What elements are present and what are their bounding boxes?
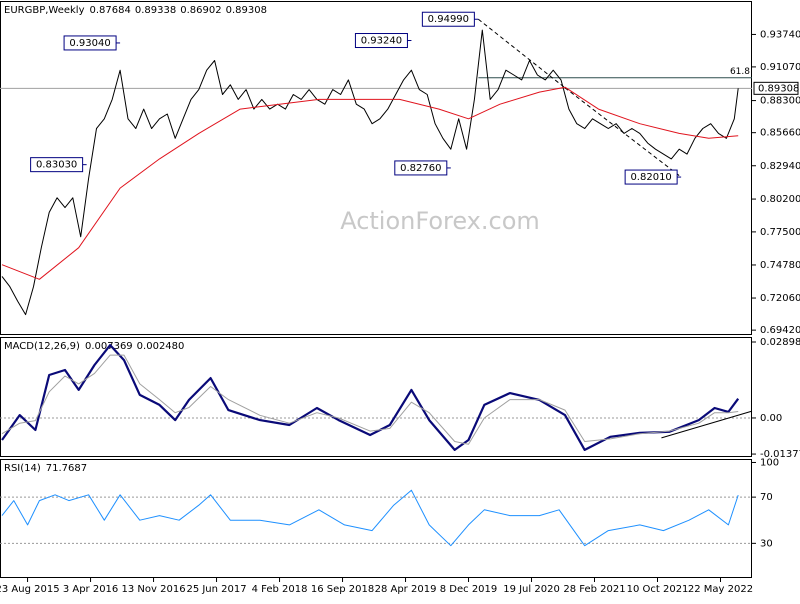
y-tick-label: 70 [760,492,773,503]
panel-title: MACD(12,26,9) [4,341,80,352]
x-tick-label: 16 Sep 2018 [311,584,374,595]
x-tick-label: 8 Dec 2019 [440,584,498,595]
x-tick-label: 4 Feb 2018 [252,584,308,595]
y-tick-label: 0.00 [760,413,782,424]
last-price-box [753,81,799,95]
series-line [1,86,739,280]
annotation-label: 0.83030 [36,160,77,171]
panel-frame [0,1,752,335]
y-tick-label: 0.74780 [760,260,800,271]
y-tick-label: -0.013779 [760,449,800,460]
x-tick-label: 10 Oct 2021 [627,584,689,595]
series-line [1,354,739,445]
series-line [1,489,739,547]
panel-frame [0,459,752,578]
last-price-label: 0.89308 [758,83,799,94]
fib-label: 61.8 [730,67,750,77]
panel-frame [0,337,752,457]
annotation-label: 0.93040 [69,38,110,49]
x-tick-label: 28 Feb 2021 [563,584,625,595]
x-tick-label: 19 Jul 2020 [503,584,560,595]
x-tick-label: 13 Nov 2016 [122,584,186,595]
y-tick-label: 30 [760,538,773,549]
x-tick-label: 22 May 2022 [688,584,753,595]
annotation-label: 0.82010 [630,172,671,183]
x-tick-label: 3 Apr 2016 [63,584,118,595]
y-tick-label: 0.93740 [760,29,800,40]
y-tick-label: 0.91070 [760,62,800,73]
header-value: 0.86902 [180,5,221,16]
panel-title: RSI(14) [4,463,41,474]
watermark: ActionForex.com [340,207,540,235]
y-tick-label: 0.85660 [760,128,800,139]
y-tick-label: 0.88300 [760,96,800,107]
x-tick-label: 28 Apr 2019 [375,584,437,595]
x-tick-label: 25 Jun 2017 [186,584,246,595]
header-value: 0.87684 [90,5,131,16]
panel-title: EURGBP,Weekly [4,5,85,16]
y-tick-label: 0.82940 [760,161,800,172]
y-tick-label: 100 [760,457,779,468]
trendline [661,410,753,439]
annotation-label: 0.94990 [428,14,469,25]
header-value: 71.7687 [46,463,87,474]
y-tick-label: 0.72060 [760,293,800,304]
header-value: 0.89308 [226,5,267,16]
y-tick-label: 0.69420 [760,325,800,336]
series-line [1,29,739,316]
x-tick-label: 23 Aug 2015 [0,584,60,595]
annotation-label: 0.82760 [400,163,441,174]
header-value: 0.89338 [135,5,176,16]
header-value: 0.002480 [137,341,185,352]
y-tick-label: 0.80200 [760,194,800,205]
y-tick-label: 0.028988 [760,337,800,348]
y-tick-label: 0.77500 [760,227,800,238]
trendline [478,18,566,89]
annotation-label: 0.93240 [361,36,402,47]
series-line [1,344,740,451]
